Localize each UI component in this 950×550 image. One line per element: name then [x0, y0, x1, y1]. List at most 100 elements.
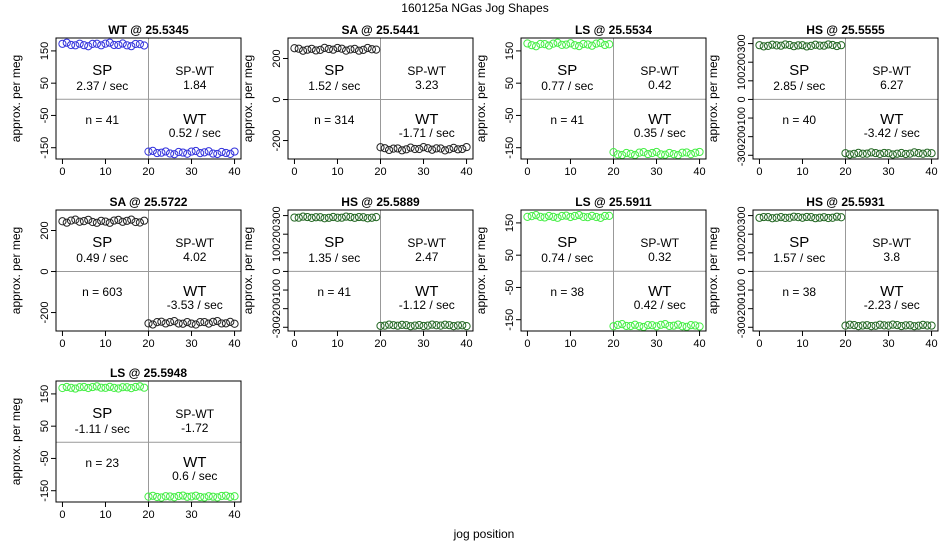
panel-9: LS @ 25.5948 0 10 20 30 40 150 50 -50 -150 approx.… — [9, 366, 242, 521]
data-point — [673, 150, 683, 160]
data-point — [914, 321, 923, 330]
data-point — [540, 213, 549, 222]
data-point — [579, 212, 588, 221]
data-point — [58, 217, 67, 226]
data-point — [626, 149, 635, 158]
panel-7: LS @ 25.5911 0 10 20 30 40 150 50 -50 -150 approx.… — [474, 195, 707, 350]
data-point — [910, 322, 919, 331]
spwt-label: SP-WT — [175, 64, 214, 78]
data-point — [79, 382, 89, 392]
data-point — [880, 148, 889, 158]
data-point — [79, 41, 89, 50]
data-point — [639, 148, 648, 157]
data-point — [837, 213, 846, 222]
data-point — [583, 40, 592, 49]
data-point — [200, 148, 209, 157]
data-point — [828, 40, 837, 50]
data-point — [531, 211, 541, 220]
data-point — [574, 210, 584, 220]
sp-label: SP — [557, 62, 577, 79]
data-point — [897, 148, 906, 158]
data-point — [850, 149, 859, 158]
data-point — [579, 39, 588, 49]
data-point — [333, 213, 342, 222]
data-point — [393, 321, 402, 330]
y-axis-label: approx. per meg — [241, 227, 255, 314]
data-point — [298, 46, 308, 55]
data-point — [402, 321, 411, 330]
data-point — [191, 320, 200, 329]
data-point — [458, 144, 467, 154]
n-count: n = 41 — [85, 113, 119, 127]
y-tick-label: -50 — [39, 450, 51, 466]
data-point — [157, 148, 166, 157]
y-tick-label: -200 — [271, 298, 283, 320]
data-point — [440, 146, 450, 155]
x-tick-label: 0 — [756, 338, 762, 350]
data-point — [316, 213, 325, 222]
data-point — [523, 39, 532, 48]
data-point — [75, 217, 84, 226]
data-point — [204, 147, 213, 156]
data-point — [562, 211, 571, 220]
data-point — [307, 213, 316, 223]
sp-label: SP — [789, 234, 809, 251]
data-point — [854, 148, 863, 157]
x-tick-label: 20 — [142, 509, 154, 521]
data-point — [673, 320, 683, 329]
data-point — [768, 40, 777, 49]
data-point — [367, 213, 376, 222]
y-tick-label: 200 — [736, 225, 748, 243]
data-point — [415, 144, 424, 154]
wt-rate: -1.71 / sec — [399, 126, 455, 140]
data-point — [927, 149, 936, 158]
data-point — [410, 144, 420, 154]
data-point — [643, 149, 653, 159]
data-point — [62, 218, 71, 227]
data-point — [686, 150, 696, 159]
y-axis-label: approx. per meg — [9, 55, 23, 142]
y-tick-label: -50 — [39, 107, 51, 123]
data-point — [153, 148, 162, 158]
x-tick-label: 30 — [650, 338, 662, 350]
data-point — [333, 43, 342, 53]
data-point — [118, 383, 127, 392]
x-tick-label: 0 — [291, 338, 297, 350]
data-point — [380, 144, 389, 153]
data-point — [329, 45, 338, 54]
sp-label: SP — [92, 62, 112, 79]
data-point — [187, 319, 196, 328]
data-point — [165, 492, 175, 501]
data-point — [428, 145, 437, 154]
n-count: n = 38 — [550, 285, 584, 299]
data-point — [462, 322, 471, 331]
spwt-label: SP-WT — [640, 64, 679, 78]
data-point — [165, 318, 175, 327]
y-axis-label: approx. per meg — [474, 55, 488, 142]
y-tick-label: -150 — [504, 137, 516, 159]
spwt-value: 3.8 — [883, 250, 900, 264]
spwt-label: SP-WT — [407, 236, 446, 250]
data-point — [897, 321, 906, 331]
data-point — [363, 43, 372, 53]
data-point — [884, 149, 893, 158]
x-tick-label: 30 — [417, 338, 429, 350]
wt-rate: -3.53 / sec — [167, 298, 223, 312]
data-point — [648, 321, 657, 330]
data-point — [609, 322, 618, 331]
data-point — [183, 149, 192, 158]
y-axis-label: approx. per meg — [474, 227, 488, 314]
data-point — [652, 322, 661, 331]
sp-label: SP — [324, 234, 344, 251]
spwt-value: 0.42 — [648, 78, 672, 92]
data-point — [755, 213, 764, 222]
data-point — [828, 213, 837, 222]
data-point — [819, 213, 829, 222]
panel-title: LS @ 25.5911 — [575, 195, 652, 209]
data-point — [84, 42, 93, 51]
data-point — [776, 41, 786, 50]
data-point — [62, 38, 71, 47]
data-point — [759, 42, 768, 51]
data-point — [854, 322, 863, 331]
y-axis-label: approx. per meg — [706, 55, 720, 142]
